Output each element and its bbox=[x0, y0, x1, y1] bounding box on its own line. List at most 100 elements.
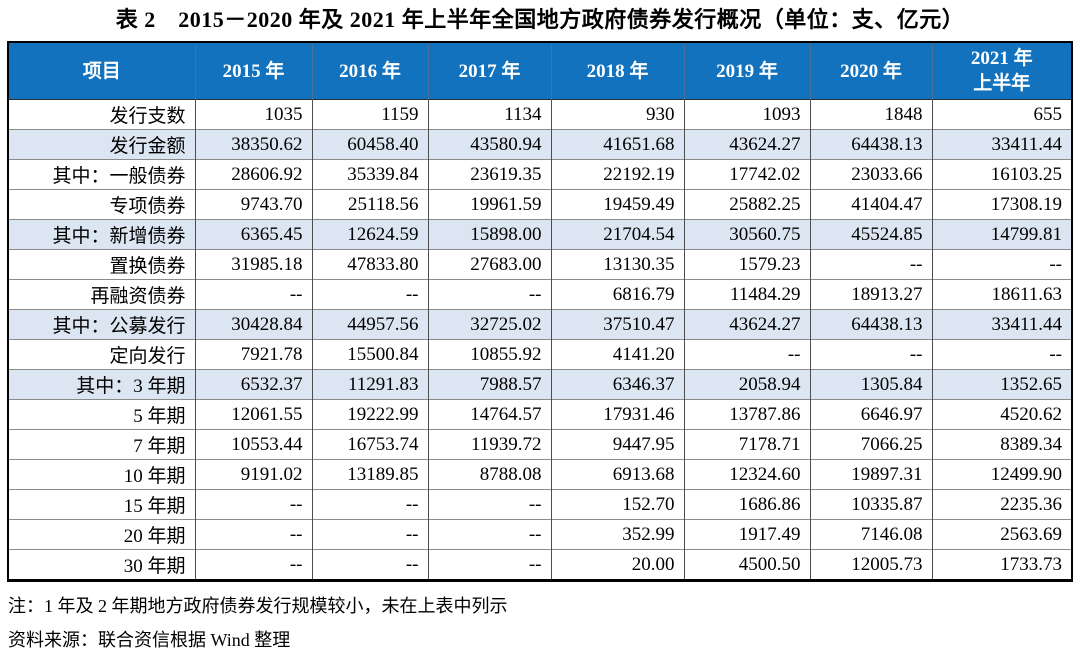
row-label: 其中：3 年期 bbox=[8, 369, 195, 400]
row-label: 其中：公募发行 bbox=[8, 309, 195, 340]
value-cell: 38350.62 bbox=[194, 129, 312, 160]
value-cell: 12624.59 bbox=[311, 219, 428, 250]
column-header: 2018 年 bbox=[550, 42, 684, 100]
value-cell: 1848 bbox=[809, 99, 932, 130]
value-cell: 43624.27 bbox=[683, 129, 810, 160]
row-label: 再融资债券 bbox=[8, 279, 195, 310]
value-cell: 12005.73 bbox=[809, 549, 932, 581]
value-cell: 23033.66 bbox=[809, 159, 932, 190]
table-row: 其中：一般债券 28606.92 35339.84 23619.35 22192.19 1… bbox=[8, 159, 1072, 190]
column-header: 2019 年 bbox=[683, 42, 810, 100]
value-cell: 7988.57 bbox=[427, 369, 551, 400]
value-cell: 43580.94 bbox=[427, 129, 551, 160]
column-header: 2016 年 bbox=[311, 42, 428, 100]
value-cell: 64438.13 bbox=[809, 309, 932, 340]
value-cell: 6816.79 bbox=[550, 279, 684, 310]
value-cell: 1305.84 bbox=[809, 369, 932, 400]
value-cell: 4141.20 bbox=[550, 339, 684, 370]
table-row: 定向发行 7921.78 15500.84 10855.92 4141.20 -- -- -- bbox=[8, 339, 1072, 370]
table-row: 置换债券 31985.18 47833.80 27683.00 13130.35 1579… bbox=[8, 249, 1072, 280]
value-cell: 2563.69 bbox=[931, 519, 1072, 550]
value-cell: 16103.25 bbox=[931, 159, 1072, 190]
value-cell: 14764.57 bbox=[427, 399, 551, 430]
value-cell: -- bbox=[311, 549, 428, 581]
value-cell: 15500.84 bbox=[311, 339, 428, 370]
value-cell: 23619.35 bbox=[427, 159, 551, 190]
value-cell: 15898.00 bbox=[427, 219, 551, 250]
value-cell: 22192.19 bbox=[550, 159, 684, 190]
value-cell: 33411.44 bbox=[931, 309, 1072, 340]
value-cell: -- bbox=[683, 339, 810, 370]
value-cell: 8788.08 bbox=[427, 459, 551, 490]
data-source: 资料来源：联合资信根据 Wind 整理 bbox=[8, 630, 291, 650]
row-label: 置换债券 bbox=[8, 249, 195, 280]
table-footnotes: 注：1 年及 2 年期地方政府债券发行规模较小，未在上表中列示 资料来源：联合资… bbox=[8, 589, 1072, 657]
value-cell: 12499.90 bbox=[931, 459, 1072, 490]
value-cell: 30428.84 bbox=[194, 309, 312, 340]
value-cell: -- bbox=[809, 249, 932, 280]
row-label: 10 年期 bbox=[8, 459, 195, 490]
value-cell: 12324.60 bbox=[683, 459, 810, 490]
value-cell: -- bbox=[194, 279, 312, 310]
table-row: 发行支数 1035 1159 1134 930 1093 1848 655 bbox=[8, 99, 1072, 130]
column-header: 2021 年上半年 bbox=[931, 42, 1072, 100]
value-cell: 10553.44 bbox=[194, 429, 312, 460]
value-cell: 28606.92 bbox=[194, 159, 312, 190]
row-label: 20 年期 bbox=[8, 519, 195, 550]
value-cell: 7921.78 bbox=[194, 339, 312, 370]
value-cell: 35339.84 bbox=[311, 159, 428, 190]
value-cell: 16753.74 bbox=[311, 429, 428, 460]
row-label: 7 年期 bbox=[8, 429, 195, 460]
value-cell: -- bbox=[194, 549, 312, 581]
value-cell: -- bbox=[311, 279, 428, 310]
value-cell: 9447.95 bbox=[550, 429, 684, 460]
value-cell: 1733.73 bbox=[931, 549, 1072, 581]
row-label: 专项债券 bbox=[8, 189, 195, 220]
value-cell: 32725.02 bbox=[427, 309, 551, 340]
value-cell: 6532.37 bbox=[194, 369, 312, 400]
value-cell: -- bbox=[427, 489, 551, 520]
value-cell: -- bbox=[809, 339, 932, 370]
table-row: 其中：3 年期 6532.37 11291.83 7988.57 6346.37 2058… bbox=[8, 369, 1072, 400]
column-header: 2017 年 bbox=[427, 42, 551, 100]
value-cell: -- bbox=[427, 549, 551, 581]
value-cell: -- bbox=[427, 279, 551, 310]
value-cell: 10855.92 bbox=[427, 339, 551, 370]
column-header: 项目 bbox=[8, 42, 195, 100]
value-cell: 352.99 bbox=[550, 519, 684, 550]
value-cell: 6346.37 bbox=[550, 369, 684, 400]
value-cell: 19897.31 bbox=[809, 459, 932, 490]
value-cell: 1579.23 bbox=[683, 249, 810, 280]
value-cell: -- bbox=[931, 339, 1072, 370]
table-header-row: 项目 2015 年 2016 年 2017 年 2018 年 2019 年 2020 年 20… bbox=[8, 42, 1072, 100]
value-cell: 8389.34 bbox=[931, 429, 1072, 460]
value-cell: 33411.44 bbox=[931, 129, 1072, 160]
table-row: 10 年期 9191.02 13189.85 8788.08 6913.68 12324.… bbox=[8, 459, 1072, 490]
value-cell: 19459.49 bbox=[550, 189, 684, 220]
row-label: 5 年期 bbox=[8, 399, 195, 430]
table-row: 其中：新增债券 6365.45 12624.59 15898.00 21704.54 30… bbox=[8, 219, 1072, 250]
value-cell: 30560.75 bbox=[683, 219, 810, 250]
value-cell: -- bbox=[427, 519, 551, 550]
table-row: 专项债券 9743.70 25118.56 19961.59 19459.49 25882… bbox=[8, 189, 1072, 220]
value-cell: 1093 bbox=[683, 99, 810, 130]
table-row: 30 年期 -- -- -- 20.00 4500.50 12005.73 1733.73 bbox=[8, 549, 1072, 581]
value-cell: 19222.99 bbox=[311, 399, 428, 430]
table-row: 20 年期 -- -- -- 352.99 1917.49 7146.08 2563.69 bbox=[8, 519, 1072, 550]
value-cell: 13787.86 bbox=[683, 399, 810, 430]
value-cell: 6646.97 bbox=[809, 399, 932, 430]
value-cell: 19961.59 bbox=[427, 189, 551, 220]
row-label: 15 年期 bbox=[8, 489, 195, 520]
value-cell: 12061.55 bbox=[194, 399, 312, 430]
value-cell: 17931.46 bbox=[550, 399, 684, 430]
value-cell: 11291.83 bbox=[311, 369, 428, 400]
value-cell: -- bbox=[194, 519, 312, 550]
table-row: 其中：公募发行 30428.84 44957.56 32725.02 37510.47 4… bbox=[8, 309, 1072, 340]
value-cell: 1159 bbox=[311, 99, 428, 130]
value-cell: 1134 bbox=[427, 99, 551, 130]
value-cell: 64438.13 bbox=[809, 129, 932, 160]
row-label: 发行金额 bbox=[8, 129, 195, 160]
value-cell: 43624.27 bbox=[683, 309, 810, 340]
table-row: 7 年期 10553.44 16753.74 11939.72 9447.95 7178.… bbox=[8, 429, 1072, 460]
value-cell: 11939.72 bbox=[427, 429, 551, 460]
